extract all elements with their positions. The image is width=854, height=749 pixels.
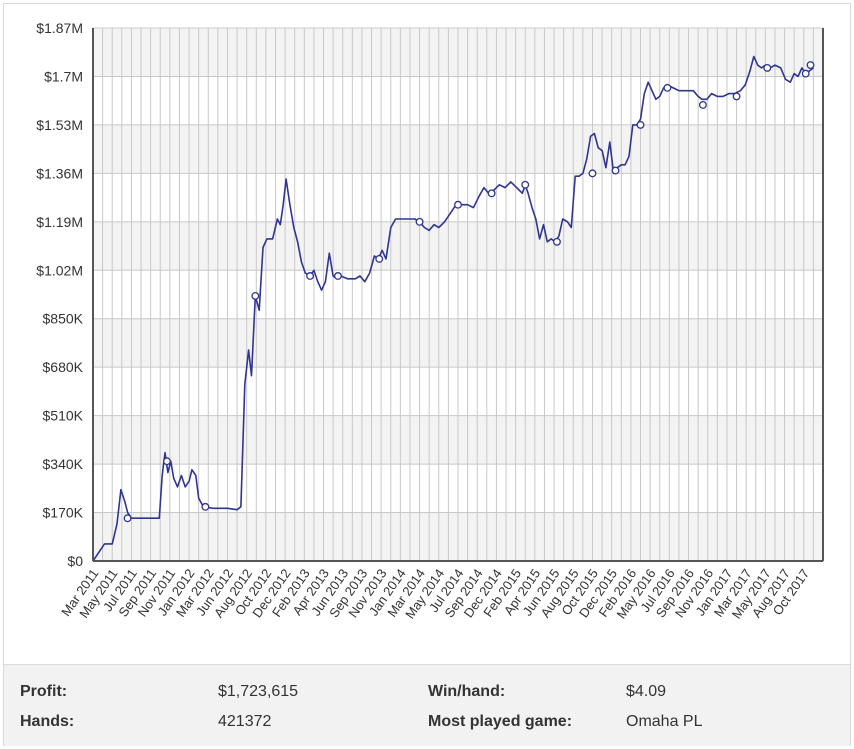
y-tick-label: $170K	[43, 505, 84, 521]
data-point-marker	[521, 180, 530, 189]
winhand-value: $4.09	[626, 683, 667, 700]
hands-label: Hands:	[20, 713, 75, 730]
y-tick-label: $1.36M	[36, 165, 83, 181]
y-tick-label: $1.7M	[44, 68, 83, 84]
data-point-marker	[698, 101, 707, 109]
y-tick-label: $1.19M	[36, 214, 83, 230]
data-point-marker	[552, 237, 561, 246]
data-point-marker	[375, 254, 384, 263]
y-tick-label: $340K	[43, 456, 84, 472]
data-point-marker	[636, 120, 645, 129]
profit-chart: $0 $170K $340K $510K $680K $850K $1.02M $1.19M $…	[36, 20, 824, 621]
data-point-marker	[763, 63, 772, 72]
winhand-label: Win/hand:	[428, 683, 506, 700]
data-point-marker	[806, 61, 815, 70]
data-point-marker	[251, 291, 260, 300]
profit-line	[92, 55, 814, 562]
data-point-marker	[732, 92, 741, 101]
game-label: Most played game:	[428, 713, 573, 730]
data-point-marker	[801, 69, 810, 78]
data-point-marker	[163, 457, 171, 466]
profit-value: $1,723,615	[218, 683, 299, 700]
y-tick-label: $1.87M	[36, 20, 83, 36]
y-tick-label: $0	[67, 553, 83, 569]
y-tick-label: $680K	[43, 359, 84, 375]
y-tick-label: $1.02M	[36, 262, 83, 278]
data-point-marker	[611, 166, 620, 175]
y-tick-label: $850K	[43, 311, 84, 327]
data-point-marker	[415, 217, 424, 226]
profit-label: Profit:	[20, 683, 68, 700]
stats-panel: Profit: $1,723,615 Hands: 421372 Win/han…	[4, 664, 850, 746]
data-point-marker	[454, 200, 462, 209]
data-point-marker	[201, 502, 210, 511]
y-tick-label: $1.53M	[36, 117, 83, 133]
game-value: Omaha PL	[626, 713, 703, 730]
data-point-marker	[123, 514, 132, 523]
data-point-marker	[663, 83, 672, 92]
data-point-marker	[487, 189, 496, 198]
data-point-marker	[306, 272, 315, 280]
data-point-marker	[333, 272, 342, 280]
data-point-marker	[588, 169, 597, 178]
y-tick-label: $510K	[43, 408, 84, 424]
hands-value: 421372	[218, 713, 272, 730]
